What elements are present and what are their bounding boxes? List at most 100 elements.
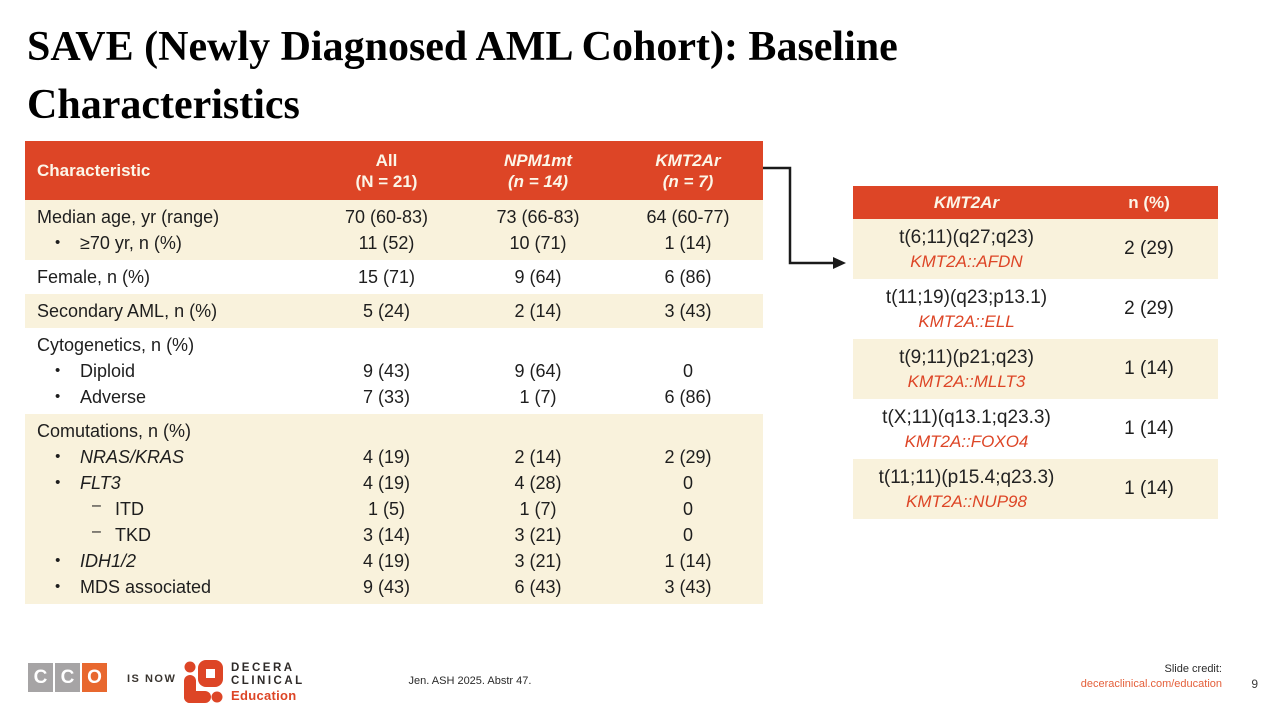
value: 1 (14) [664,551,712,571]
label-text: Median age, yr (range) [37,207,220,227]
value: 6 (86) [664,387,712,407]
value: 64 (60-77) [646,207,730,227]
row-label: • FLT3 [25,470,310,496]
value-cell: 2 (14) 4 (28) 1 (7) 3 (21) 3 (21) 6 (43) [463,418,613,600]
table-row: t(9;11)(p21;q23) KMT2A::MLLT3 1 (14) [853,339,1218,399]
value: 9 (43) [362,361,411,381]
value-cell: 9 (64) [463,264,613,290]
label-text: Secondary AML, n (%) [37,301,218,321]
label-text: Female, n (%) [37,267,151,287]
label-text: FLT3 [80,473,121,493]
value-cell: 2 (29) [1124,238,1174,259]
translocation: t(6;11)(q27;q23) [899,227,1034,248]
education-word: Education [231,688,297,703]
value: 3 (14) [362,525,411,545]
table-row: t(X;11)(q13.1;q23.3) KMT2A::FOXO4 1 (14) [853,399,1218,459]
label-text: NRAS/KRAS [80,447,185,467]
citation: Jen. ASH 2025. Abstr 47. [408,675,532,687]
translocation-cell: t(11;11)(p15.4;q23.3)KMT2A::NUP98 [853,465,1080,513]
characteristic-cell: Cytogenetics, n (%) • Diploid • Adverse [25,332,310,410]
value-cell: 1 (14) [1124,358,1174,379]
label-text: Diploid [80,361,136,381]
value: 1 (7) [519,387,557,407]
translocation: t(X;11)(q13.1;q23.3) [882,407,1051,428]
row-label: • NRAS/KRAS [25,444,310,470]
header-sub: (n = 14) [508,171,568,191]
main-table-header-cell: Characteristic [25,141,310,200]
value: 0 [682,473,693,493]
row-label: Female, n (%) [25,264,310,290]
value-cell: 4 (19) 4 (19) 1 (5) 3 (14) 4 (19) 9 (43) [310,418,463,600]
translocation: t(11;19)(q23;p13.1) [885,287,1048,308]
decera-logo-text: DECERA CLINICAL Education [231,662,305,703]
value-cell: 6 (86) [613,264,763,290]
label-text: TKD [115,525,151,545]
value: 3 (21) [514,525,562,545]
value: 1 (5) [367,499,405,519]
decera-word: DECERA [231,662,295,674]
row-label: Secondary AML, n (%) [25,298,310,324]
value: 2 (14) [514,447,562,467]
row-label: • ≥70 yr, n (%) [25,230,310,256]
value: 2 (14) [514,301,562,321]
kmt2ar-table: KMT2Ar n (%) t(6;11)(q27;q23) KMT2A::AFDN 2 … [853,186,1218,519]
fusion-gene: KMT2A::ELL [918,312,1015,331]
table-row: Cytogenetics, n (%) • Diploid • Adverse 9 (43… [25,328,763,414]
value: 7 (33) [362,387,411,407]
kmt2ar-header-row: KMT2Ar n (%) [853,186,1218,219]
value-cell: 70 (60-83) 11 (52) [310,204,463,256]
connector-arrow-icon [763,166,846,269]
bullet-icon: • [55,578,61,595]
bullet-icon: • [55,388,61,405]
value: 1 (14) [664,233,712,253]
main-table-header-row: Characteristic All (N = 21) NPM1mt (n = 14) K… [25,141,763,200]
value: 70 (60-83) [344,207,429,227]
header-sub: (N = 21) [355,171,418,191]
table-row: t(11;19)(q23;p13.1)KMT2A::ELL 2 (29) [853,279,1218,339]
characteristic-cell: Comutations, n (%) • NRAS/KRAS • FLT3– ITD – TK… [25,418,310,600]
value: 0 [682,525,693,545]
value-cell: 15 (71) [310,264,463,290]
value: 9 (64) [514,361,562,381]
value: 9 (64) [514,267,562,287]
row-label: • Diploid [25,358,310,384]
value [463,332,613,358]
value-cell: 5 (24) [310,298,463,324]
value-cell: 0 6 (86) [613,332,763,410]
header-label: NPM1mt [503,150,572,170]
clinical-word: CLINICAL [231,675,305,687]
row-label: • MDS associated [25,574,310,600]
kmt2ar-header-cell: KMT2Ar [933,192,1000,212]
main-table-header-cell: NPM1mt (n = 14) [463,141,613,200]
fusion-gene: KMT2A::NUP98 [906,492,1027,511]
value: 9 (43) [362,577,411,597]
translocation-cell: t(11;19)(q23;p13.1)KMT2A::ELL [853,285,1080,333]
translocation: t(9;11)(p21;q23) [899,347,1034,368]
value-cell: 73 (66-83) 10 (71) [463,204,613,256]
translocation-cell: t(9;11)(p21;q23) KMT2A::MLLT3 [853,345,1080,393]
value: 2 (29) [664,447,712,467]
cco-logo-letter: O [82,663,107,692]
value [463,418,613,444]
slide-credit-link[interactable]: deceraclinical.com/education [1080,678,1222,690]
bullet-icon: • [55,362,61,379]
value [613,332,763,358]
page-title-line1: SAVE (Newly Diagnosed AML Cohort): Basel… [27,24,898,70]
bullet-icon: – [92,523,101,540]
value: 1 (7) [519,499,557,519]
table-row: Secondary AML, n (%) 5 (24) 2 (14) 3 (43) [25,294,763,328]
value-cell: 2 (29) [1124,298,1174,319]
table-row: t(6;11)(q27;q23) KMT2A::AFDN 2 (29) [853,219,1218,279]
value-cell: 3 (43) [613,298,763,324]
main-table-header-cell: All (N = 21) [310,141,463,200]
value-cell: 1 (14) [1124,418,1174,439]
table-row: Female, n (%) 15 (71) 9 (64) 6 (86) [25,260,763,294]
bullet-icon: • [55,448,61,465]
label-text: Adverse [80,387,147,407]
header-sub: (n = 7) [662,171,714,191]
label-text: Cytogenetics, n (%) [37,335,195,355]
value: 3 (21) [514,551,562,571]
value [613,418,763,444]
translocation: t(11;11)(p15.4;q23.3) [878,467,1055,488]
